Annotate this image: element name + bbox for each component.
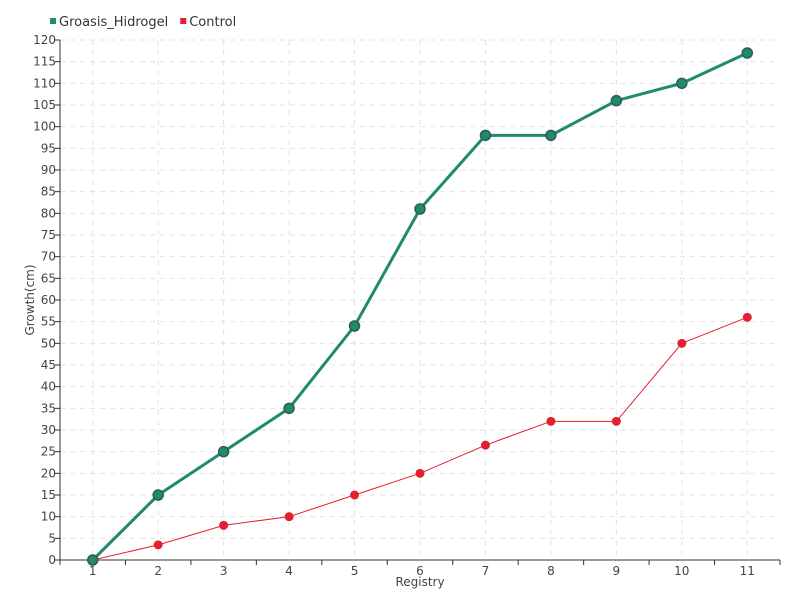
x-tick-label: 1: [89, 564, 97, 578]
data-point: [217, 445, 230, 458]
data-point: [546, 416, 556, 426]
y-tick-label: 40: [41, 380, 56, 394]
y-tick-label: 95: [41, 141, 56, 155]
y-tick-label: 110: [33, 76, 56, 90]
y-tick-label: 45: [41, 358, 56, 372]
data-point: [414, 203, 426, 215]
data-point: [348, 320, 361, 332]
data-point: [610, 94, 623, 107]
y-tick-label: 100: [33, 120, 56, 134]
x-tick-label: 2: [154, 564, 162, 578]
y-tick-label: 30: [41, 423, 56, 437]
data-point: [611, 416, 621, 426]
y-tick-label: 25: [41, 445, 56, 459]
data-point: [676, 77, 688, 90]
y-tick-label: 105: [33, 98, 56, 112]
data-point: [479, 129, 492, 142]
y-tick-label: 10: [41, 510, 56, 524]
y-tick-label: 0: [48, 553, 56, 567]
y-tick-label: 80: [41, 206, 56, 220]
x-tick-label: 9: [613, 564, 621, 578]
y-tick-label: 70: [41, 250, 56, 264]
y-tick-label: 120: [33, 33, 56, 47]
y-tick-label: 15: [41, 488, 56, 502]
y-tick-label: 65: [41, 271, 56, 285]
x-tick-label: 11: [740, 564, 755, 578]
y-tick-label: 85: [41, 185, 56, 199]
data-point: [152, 489, 164, 501]
data-point: [677, 338, 687, 348]
data-point: [219, 520, 229, 530]
series-layer: [86, 47, 754, 566]
x-tick-label: 8: [547, 564, 555, 578]
data-point: [283, 402, 295, 415]
data-point: [86, 554, 99, 566]
x-tick-label: 4: [285, 564, 293, 578]
y-tick-label: 20: [41, 466, 56, 480]
y-tick-label: 5: [48, 531, 56, 545]
x-tick-label: 6: [416, 564, 424, 578]
x-axis-title: Registry: [395, 575, 444, 589]
y-tick-label: 115: [33, 55, 56, 69]
data-point: [742, 312, 752, 322]
y-tick-label: 50: [41, 336, 56, 350]
data-point: [350, 490, 360, 500]
y-tick-label: 90: [41, 163, 56, 177]
legend-swatch: [180, 18, 187, 24]
y-tick-label: 35: [41, 401, 56, 415]
y-tick-label: 55: [41, 315, 56, 329]
legend: Groasis_Hidrogel Control: [50, 15, 236, 30]
axes: 0510152025303540455055606570758085909510…: [33, 33, 781, 578]
x-tick-label: 3: [220, 564, 228, 578]
data-point: [480, 440, 490, 450]
legend-label: Groasis_Hidrogel: [59, 15, 168, 30]
legend-label: Control: [189, 15, 236, 30]
legend-swatch: [50, 18, 56, 24]
x-tick-label: 5: [351, 564, 359, 578]
y-axis-title: Growth(cm): [23, 264, 37, 335]
data-point: [153, 540, 163, 550]
data-point: [545, 129, 557, 142]
x-tick-label: 10: [674, 564, 689, 578]
grid: [60, 39, 780, 560]
y-tick-label: 75: [41, 228, 56, 242]
data-point: [741, 47, 754, 59]
data-point: [284, 512, 294, 522]
y-tick-label: 60: [41, 293, 56, 307]
data-point: [415, 468, 425, 478]
x-tick-label: 7: [482, 564, 490, 578]
